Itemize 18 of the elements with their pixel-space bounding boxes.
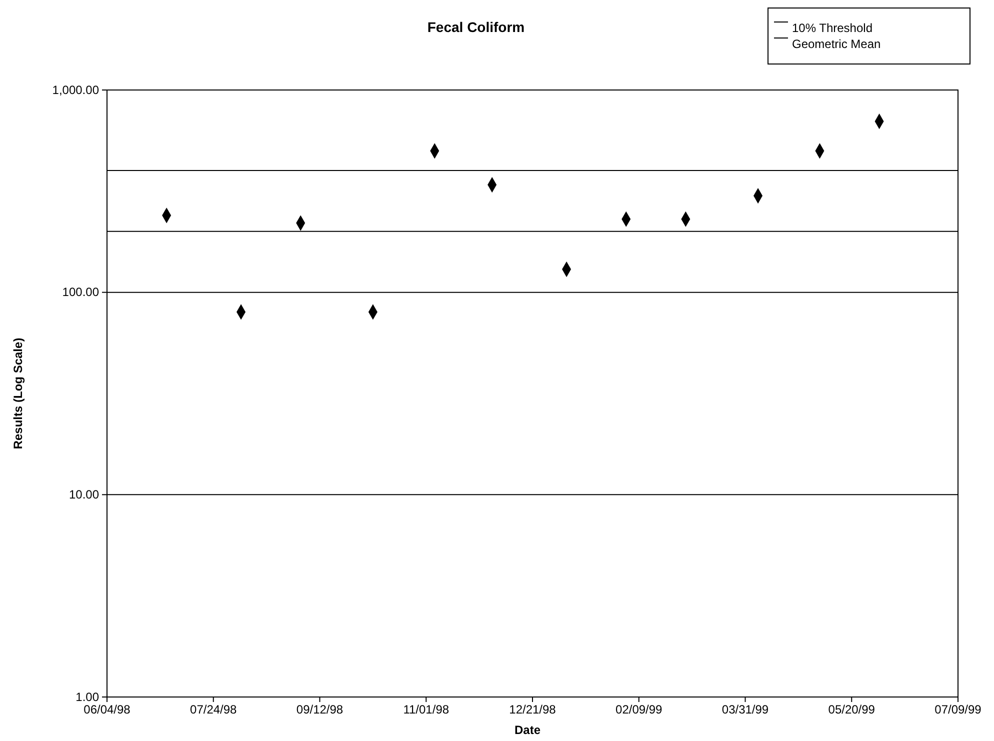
y-tick-label: 100.00 — [62, 285, 100, 300]
chart-title: Fecal Coliform — [427, 19, 525, 35]
x-tick-label: 06/04/98 — [84, 702, 131, 717]
legend-label: 10% Threshold — [792, 21, 872, 35]
x-tick-label: 11/01/98 — [403, 702, 450, 717]
x-tick-label: 09/12/98 — [296, 702, 344, 717]
x-tick-label: 05/20/99 — [828, 702, 876, 717]
y-axis-title: Results (Log Scale) — [11, 338, 25, 450]
x-axis-title: Date — [514, 723, 541, 737]
legend-label: Geometric Mean — [792, 37, 881, 51]
x-tick-label: 12/21/98 — [509, 702, 556, 717]
x-tick-label: 07/24/98 — [190, 702, 238, 717]
y-tick-label: 1,000.00 — [52, 82, 100, 97]
x-tick-label: 02/09/99 — [616, 702, 663, 717]
y-tick-label: 1.00 — [76, 690, 100, 704]
y-tick-label: 10.00 — [68, 488, 100, 502]
x-tick-label: 03/31/99 — [722, 702, 769, 717]
x-tick-label: 07/09/99 — [934, 702, 982, 717]
